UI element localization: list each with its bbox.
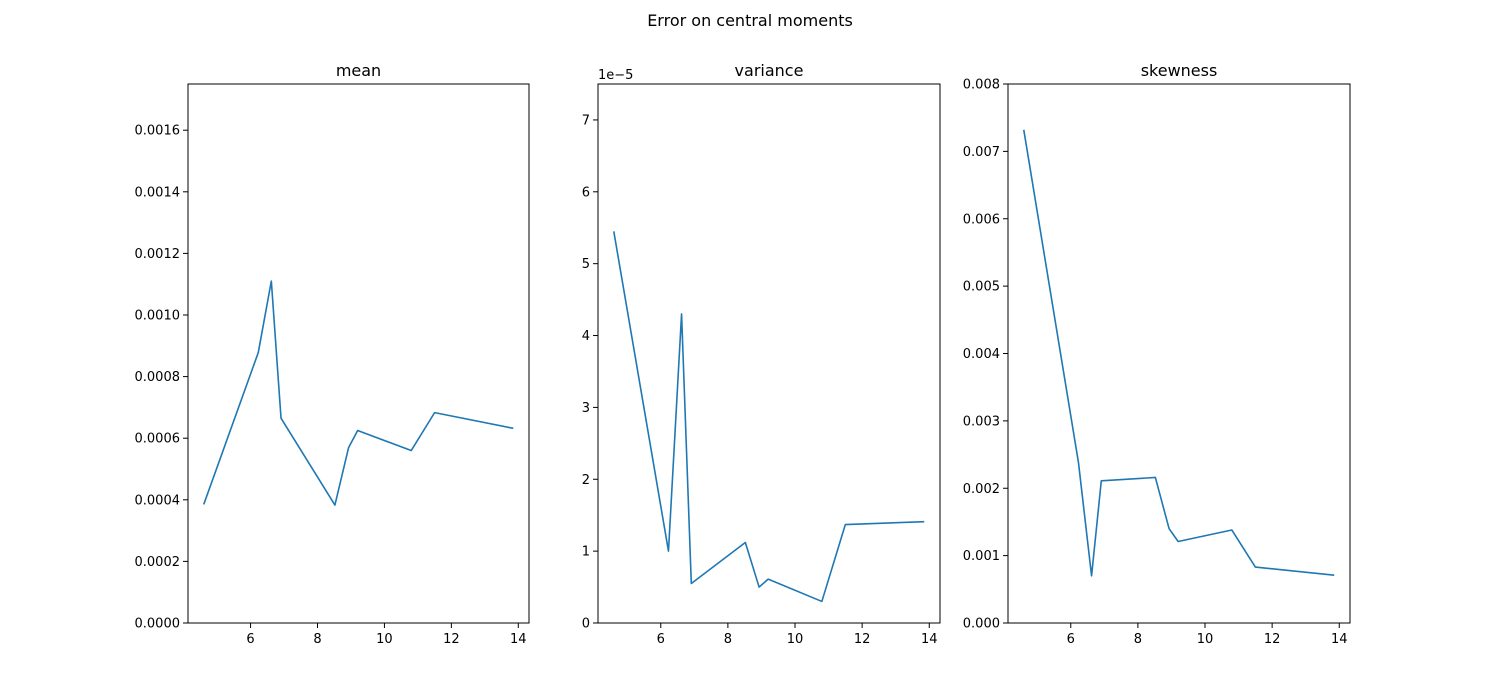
y-tick-label: 0.002 (963, 482, 1000, 497)
y-tick-label: 0.006 (963, 212, 1000, 227)
y-tick-label: 0.005 (963, 280, 1000, 295)
series-line (202, 280, 514, 506)
y-tick-label: 4 (582, 329, 590, 344)
x-tick-label: 8 (313, 632, 321, 647)
data-point (767, 578, 769, 580)
data-point (1023, 129, 1025, 131)
y-tick-label: 0.0010 (135, 309, 181, 324)
series-line (1022, 129, 1335, 577)
x-tick-label: 6 (1067, 632, 1075, 647)
data-point (745, 542, 747, 544)
y-tick-label: 6 (582, 185, 590, 200)
subplot-title: variance (735, 61, 804, 80)
y-tick-label: 5 (582, 257, 590, 272)
data-point (357, 430, 359, 432)
subplot-title: mean (336, 61, 381, 80)
data-point (1101, 480, 1103, 482)
x-tick-label: 10 (376, 632, 393, 647)
x-tick-label: 14 (510, 632, 527, 647)
y-tick-label: 0.007 (963, 145, 1000, 160)
y-tick-label: 0.0012 (135, 247, 181, 262)
y-tick-label: 0.0004 (135, 493, 181, 508)
x-tick-label: 6 (246, 632, 254, 647)
x-tick-label: 8 (724, 632, 732, 647)
y-tick-label: 7 (582, 113, 590, 128)
y-tick-label: 0.003 (963, 414, 1000, 429)
x-tick-label: 6 (657, 632, 665, 647)
data-point (271, 280, 273, 282)
axes-frame (1007, 83, 1351, 624)
data-point (1333, 574, 1335, 576)
x-tick-label: 14 (921, 632, 938, 647)
x-tick-label: 10 (1197, 632, 1214, 647)
data-point (334, 504, 336, 506)
series-line (612, 231, 925, 603)
y-tick-label: 0.0002 (135, 555, 181, 570)
data-point (1168, 528, 1170, 530)
y-tick-label: 0.001 (963, 549, 1000, 564)
data-point (691, 583, 693, 585)
data-point (410, 450, 412, 452)
figure-title: Error on central moments (647, 11, 853, 30)
y-tick-label: 0.0008 (135, 370, 181, 385)
subplot-mean: mean 6 8 10 12 14 0.0000 0.0002 0.0004 0.0006 0.00… (135, 61, 530, 647)
data-point (1091, 575, 1093, 577)
subplot-skewness: skewness 6 8 10 12 14 0.000 0.001 0.002 0.003 0.00… (963, 61, 1351, 647)
y-tick-label: 1 (582, 545, 590, 560)
data-point (434, 412, 436, 414)
y-tick-label: 0.000 (963, 617, 1000, 632)
x-tick-label: 12 (443, 632, 460, 647)
data-point (257, 352, 259, 354)
data-point (512, 428, 514, 430)
data-point (203, 504, 205, 506)
y-tick-label: 0 (582, 617, 590, 632)
x-tick-label: 12 (1264, 632, 1281, 647)
y-offset-label: 1e−5 (598, 68, 633, 83)
data-point (1155, 477, 1157, 479)
data-point (1231, 529, 1233, 531)
y-tick-label: 2 (582, 473, 590, 488)
data-point (758, 586, 760, 588)
subplot-title: skewness (1141, 61, 1218, 80)
y-tick-label: 0.004 (963, 347, 1000, 362)
data-point (613, 231, 615, 233)
x-tick-label: 10 (787, 632, 804, 647)
data-point (1078, 462, 1080, 464)
data-point (1255, 566, 1257, 568)
x-tick-label: 8 (1134, 632, 1142, 647)
axes-frame (597, 83, 941, 624)
data-point (923, 521, 925, 523)
data-point (348, 447, 350, 449)
y-tick-label: 0.0000 (135, 617, 181, 632)
data-point (280, 417, 282, 419)
data-point (845, 524, 847, 526)
y-tick-label: 0.008 (963, 78, 1000, 93)
data-point (668, 550, 670, 552)
y-tick-label: 0.0016 (135, 124, 181, 139)
axes-frame (187, 83, 530, 624)
data-point (1177, 541, 1179, 543)
y-tick-label: 0.0006 (135, 432, 181, 447)
y-tick-label: 0.0014 (135, 185, 181, 200)
data-point (821, 601, 823, 603)
data-point (681, 313, 683, 315)
y-tick-label: 3 (582, 401, 590, 416)
x-tick-label: 14 (1331, 632, 1348, 647)
x-tick-label: 12 (854, 632, 871, 647)
